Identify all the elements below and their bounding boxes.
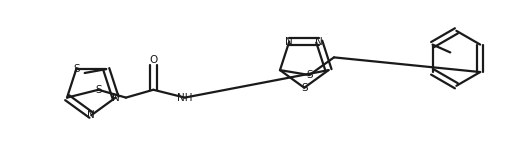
- Text: N: N: [285, 37, 293, 47]
- Text: S: S: [95, 85, 102, 95]
- Text: N: N: [315, 37, 323, 47]
- Text: N: N: [87, 110, 95, 120]
- Text: S: S: [306, 70, 313, 80]
- Text: S: S: [73, 64, 79, 74]
- Text: NH: NH: [177, 93, 192, 103]
- Text: N: N: [112, 93, 119, 103]
- Text: S: S: [301, 83, 307, 93]
- Text: O: O: [149, 55, 157, 65]
